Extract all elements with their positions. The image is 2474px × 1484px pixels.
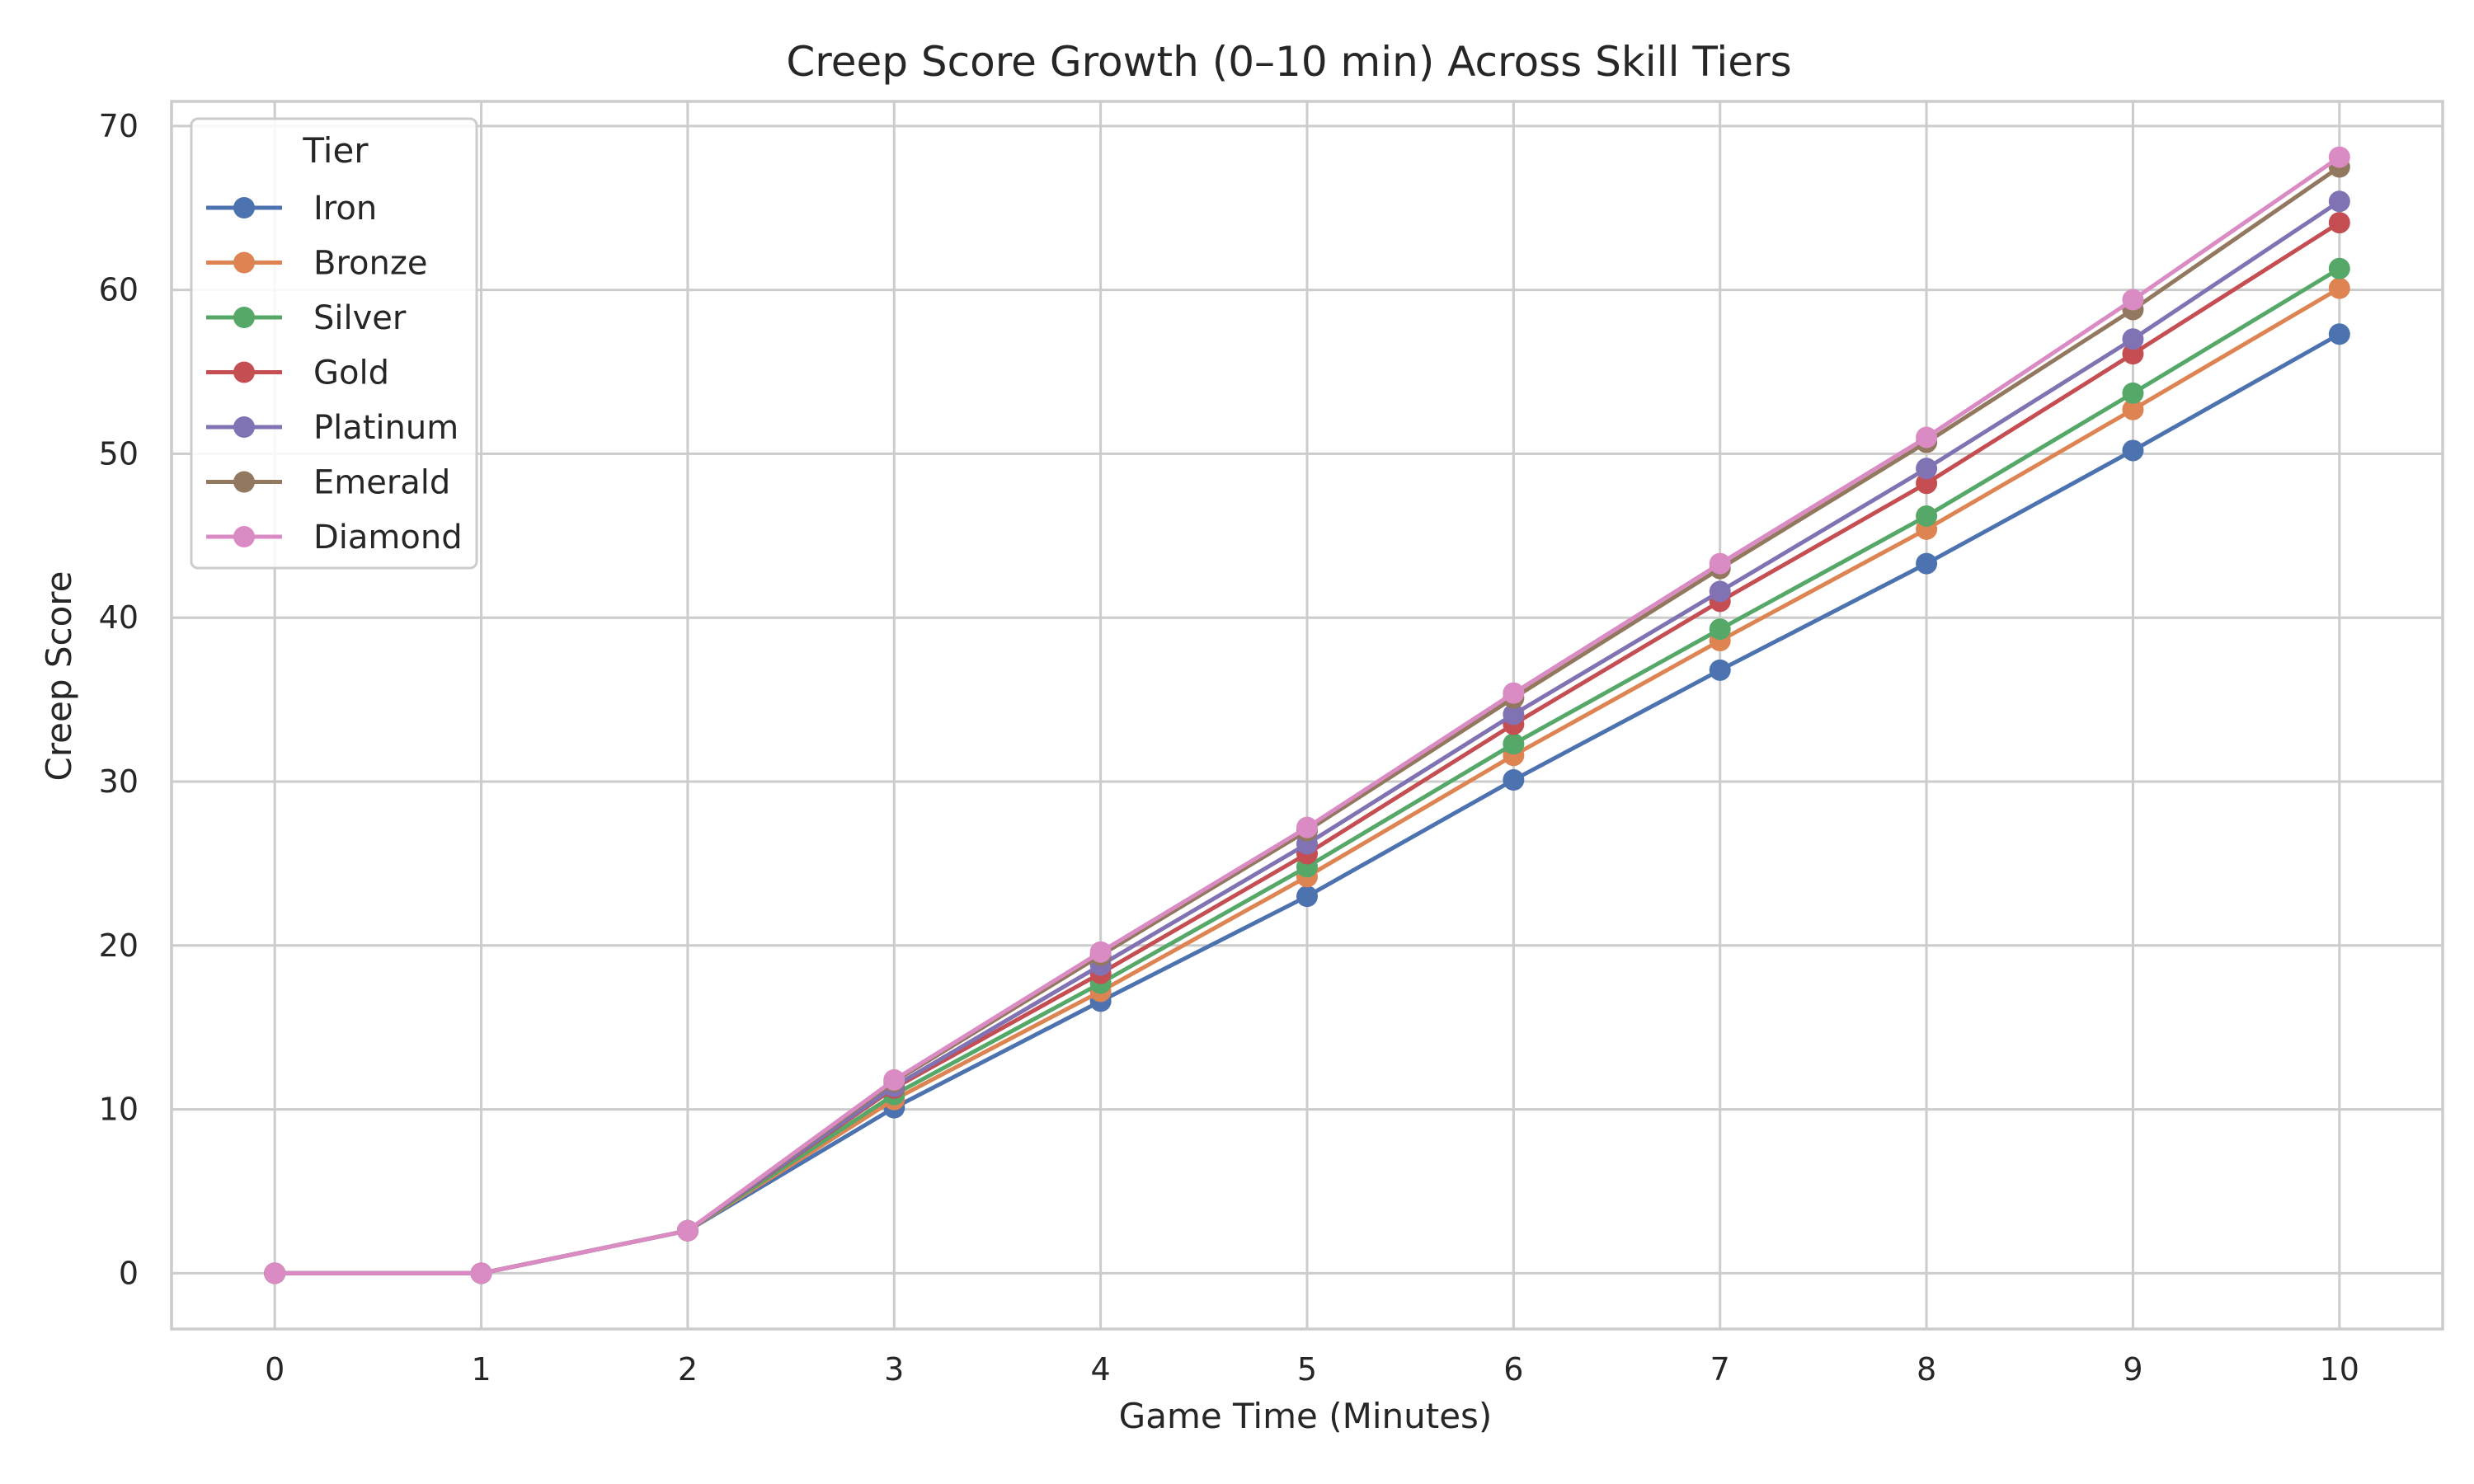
legend-label: Platinum [313,409,459,447]
data-point [1503,733,1525,755]
data-point [2328,212,2350,234]
data-point [1916,458,1938,480]
legend-item-silver: Silver [206,299,407,337]
legend-swatch-marker [233,471,255,493]
tick-labels: 0 1 2 3 4 5 6 7 8 9 10 0 10 20 30 40 50 60 70 [99,108,2359,1388]
data-point [2328,190,2350,213]
data-point [2328,277,2350,299]
data-point [676,1219,698,1242]
series-layer [264,146,2350,1284]
data-point [2122,382,2144,404]
data-point [1709,552,1731,575]
legend-swatch-marker [233,416,255,438]
data-point [2122,398,2144,420]
legend-label: Iron [313,190,377,228]
legend-item-bronze: Bronze [206,245,427,283]
legend-label: Emerald [313,464,450,502]
data-point [2328,323,2350,345]
x-tick-label: 1 [471,1351,491,1388]
x-tick-label: 3 [884,1351,904,1388]
data-point [1709,580,1731,603]
chart-title: Creep Score Growth (0–10 min) Across Ski… [786,38,1791,86]
data-point [1916,552,1938,575]
data-point [1916,472,1938,495]
legend-title: Tier [302,130,369,171]
legend: Tier Iron Bronze Silver Gold Platinum Emerald… [190,117,478,570]
grid [172,101,2443,1329]
legend-item-platinum: Platinum [206,409,459,447]
x-tick-label: 6 [1503,1351,1523,1388]
x-tick-label: 8 [1917,1351,1936,1388]
data-point [1503,703,1525,726]
data-point [1296,885,1318,908]
data-point [1296,816,1318,838]
legend-box [190,117,478,570]
data-point [2122,439,2144,462]
legend-label: Bronze [313,245,427,283]
data-point [1916,505,1938,527]
data-point [2328,146,2350,168]
legend-item-emerald: Emerald [206,464,450,502]
data-point [883,1068,905,1091]
data-point [2122,328,2144,350]
legend-swatch-marker [233,197,255,218]
legend-items: Iron Bronze Silver Gold Platinum Emerald Diamo… [206,190,463,556]
plot-frame [170,100,2444,1331]
legend-swatch-marker [233,307,255,328]
y-tick-label: 40 [99,599,139,636]
legend-item-diamond: Diamond [206,519,463,556]
y-tick-label: 60 [99,272,139,308]
legend-label: Diamond [313,519,463,556]
series-diamond [264,146,2350,1284]
y-tick-label: 20 [99,928,139,964]
x-axis-label: Game Time (Minutes) [1119,1396,1493,1436]
data-point [470,1262,492,1284]
y-tick-label: 0 [119,1255,139,1291]
legend-label: Gold [313,355,389,392]
legend-label: Silver [313,299,407,337]
legend-swatch-marker [233,526,255,547]
x-tick-label: 0 [265,1351,285,1388]
x-tick-label: 9 [2123,1351,2142,1388]
x-tick-label: 5 [1297,1351,1317,1388]
x-tick-label: 7 [1710,1351,1730,1388]
y-tick-label: 70 [99,108,139,144]
y-axis-label: Creep Score [39,571,79,782]
data-point [1916,426,1938,448]
legend-item-iron: Iron [206,190,377,228]
x-tick-label: 4 [1091,1351,1111,1388]
y-tick-label: 10 [99,1092,139,1128]
legend-swatch-marker [233,251,255,274]
data-point [2122,289,2144,311]
legend-item-gold: Gold [206,355,389,392]
data-point [1709,659,1731,681]
data-point [1709,618,1731,641]
y-tick-label: 30 [99,763,139,800]
x-tick-label: 10 [2320,1351,2359,1388]
data-point [1089,941,1112,963]
legend-swatch-marker [233,361,255,383]
data-point [1503,769,1525,791]
x-tick-label: 2 [678,1351,698,1388]
data-point [1503,682,1525,704]
data-point [264,1262,286,1284]
y-tick-label: 50 [99,435,139,472]
data-point [2122,343,2144,365]
data-point [2328,257,2350,279]
